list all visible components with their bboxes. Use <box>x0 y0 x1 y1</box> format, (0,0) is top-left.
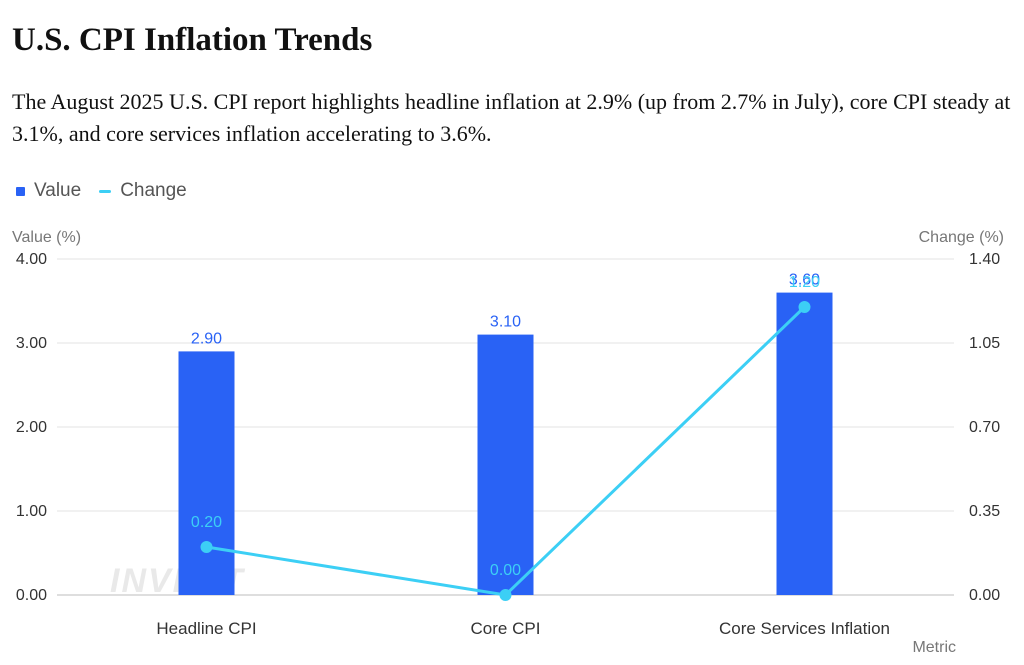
bar-value-label: 3.60 <box>789 272 820 289</box>
y-tick-right: 1.05 <box>969 335 1000 352</box>
y-tick-left: 2.00 <box>16 419 47 436</box>
line-point <box>200 541 213 553</box>
bar <box>776 292 833 595</box>
bar <box>477 334 534 595</box>
x-axis-title: Metric <box>912 639 956 656</box>
x-tick-label: Core Services Inflation <box>719 619 890 638</box>
legend-bar-swatch <box>16 186 25 196</box>
legend: Value Change <box>16 180 205 202</box>
y-tick-left: 3.00 <box>16 335 47 352</box>
y-tick-right: 0.00 <box>969 587 1000 604</box>
y-tick-left: 1.00 <box>16 503 47 520</box>
legend-label-value: Value <box>34 180 82 201</box>
legend-line-swatch <box>99 189 112 193</box>
bar-value-label: 3.10 <box>490 314 521 331</box>
y-axis-right-title: Change (%) <box>919 229 1004 246</box>
y-axis-left-title: Value (%) <box>12 229 81 246</box>
y-tick-right: 1.40 <box>969 251 1000 268</box>
chart-description: The August 2025 U.S. CPI report highligh… <box>12 89 1011 146</box>
bar <box>178 351 235 595</box>
y-tick-right: 0.70 <box>969 419 1000 436</box>
line-value-label: 1.20 <box>789 274 820 291</box>
bar-value-label: 2.90 <box>191 330 222 347</box>
line-value-label: 0.20 <box>191 514 222 531</box>
x-tick-label: Headline CPI <box>156 619 256 638</box>
line-value-label: 0.00 <box>490 562 521 579</box>
legend-item-value[interactable]: Value <box>16 180 81 202</box>
y-tick-left: 4.00 <box>16 251 47 268</box>
line-point <box>499 589 512 601</box>
y-tick-right: 0.35 <box>969 503 1000 520</box>
y-tick-left: 0.00 <box>16 587 47 604</box>
chart-title: U.S. CPI Inflation Trends <box>12 22 373 58</box>
legend-item-change[interactable]: Change <box>99 180 187 202</box>
legend-label-change: Change <box>120 180 187 201</box>
line-point <box>798 301 811 313</box>
x-tick-label: Core CPI <box>471 619 541 638</box>
